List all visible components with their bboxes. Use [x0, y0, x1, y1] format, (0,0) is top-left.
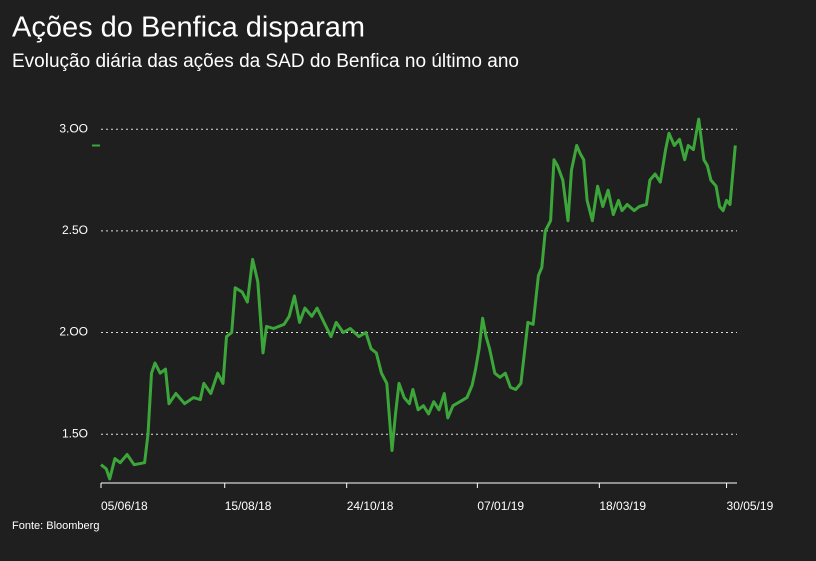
chart-subtitle: Evolução diária das ações da SAD do Benf…	[12, 51, 519, 72]
x-tick-label: 24/10/18	[347, 499, 394, 513]
source: Fonte: Bloomberg	[12, 520, 99, 532]
x-tick-label: 30/05/19	[727, 499, 774, 513]
y-tick-label: 2.OO	[59, 325, 88, 339]
y-tick-label: 3.OO	[59, 121, 88, 135]
y-tick-label: 1.5O	[62, 426, 88, 440]
x-tick-label: 18/03/19	[599, 499, 646, 513]
y-tick-label: 2.5O	[62, 223, 88, 237]
chart-title: Ações do Benfica disparam	[12, 12, 365, 44]
x-tick-label: 15/08/18	[225, 499, 272, 513]
x-tick-label: 07/01/19	[477, 499, 524, 513]
x-tick-label: 05/06/18	[101, 499, 148, 513]
price-line	[100, 117, 737, 481]
